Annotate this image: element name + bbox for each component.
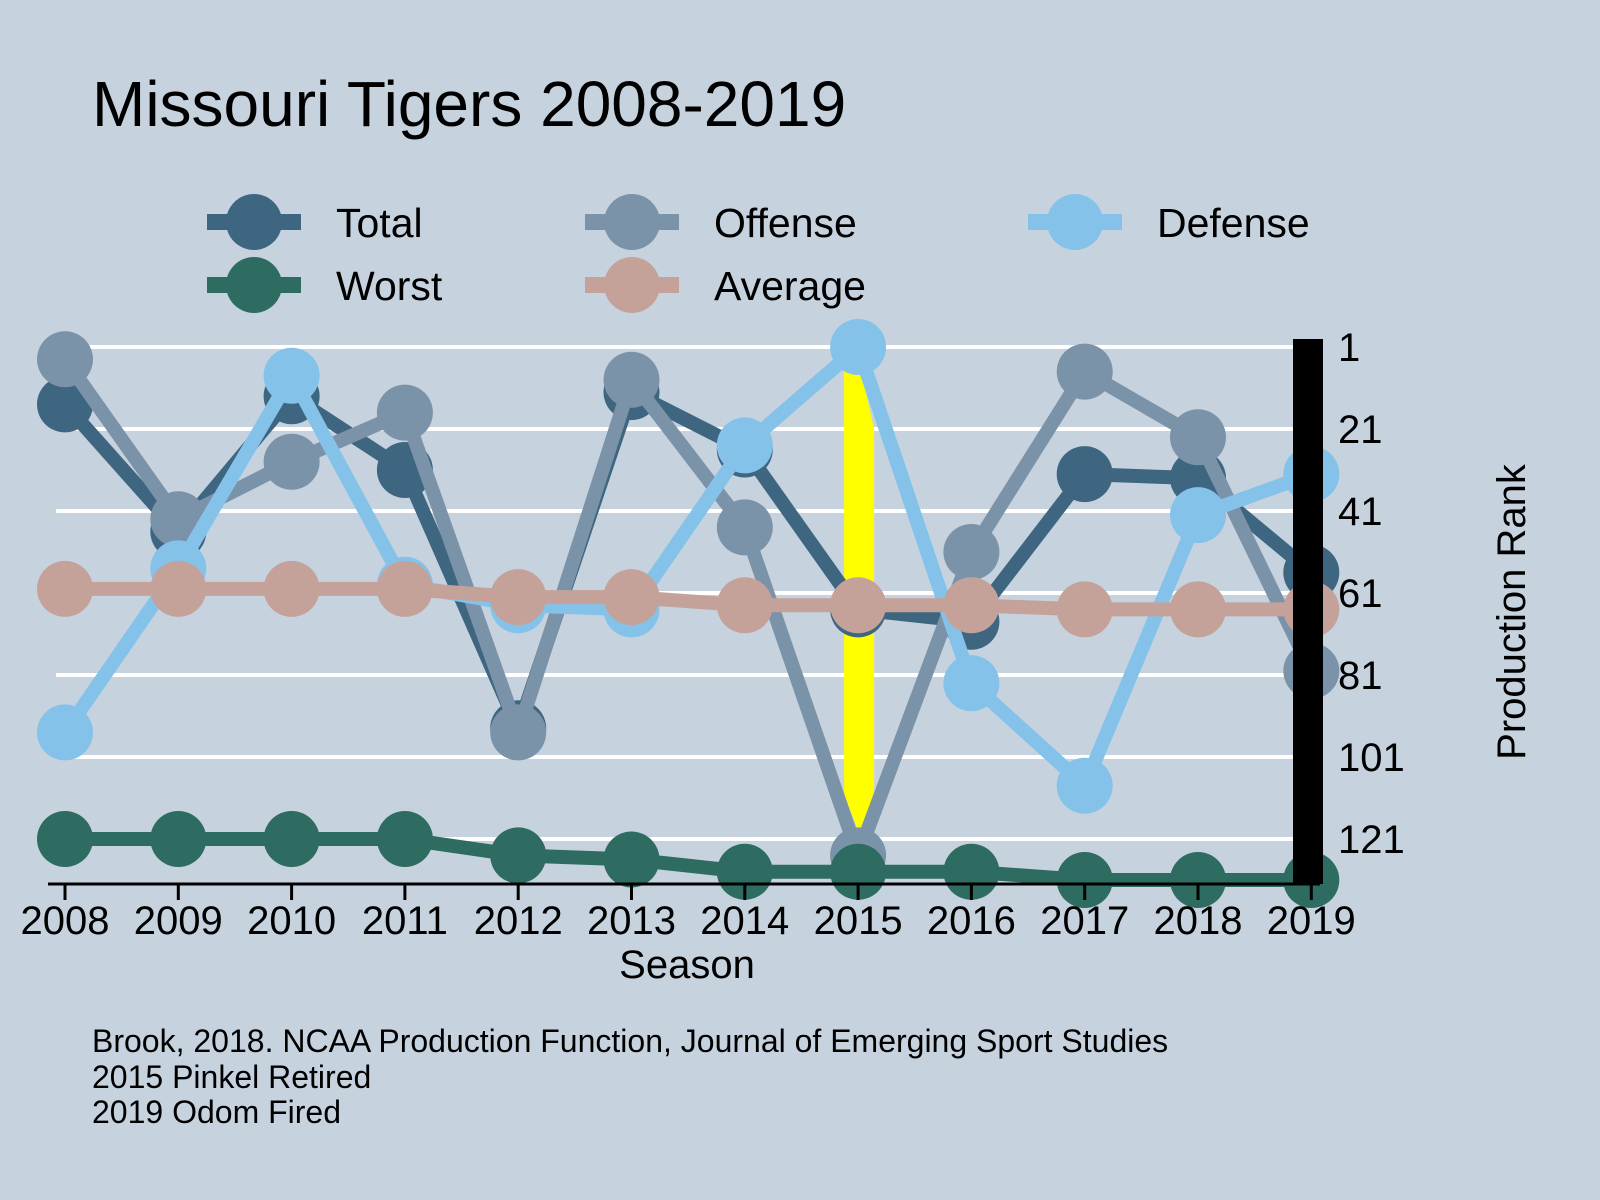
- series-worst: [37, 811, 1340, 908]
- y-tick-label: 101: [1338, 736, 1405, 780]
- legend-swatch-marker-worst: [226, 257, 282, 313]
- point-average-2008: [37, 560, 93, 617]
- series-average: [37, 560, 1340, 638]
- legend-label-total: Total: [336, 200, 423, 246]
- point-average-2011: [376, 560, 433, 617]
- point-average-2012: [490, 569, 547, 626]
- point-defense-2017: [1056, 757, 1113, 814]
- point-worst-2011: [376, 811, 433, 867]
- point-average-2017: [1056, 581, 1113, 638]
- point-defense-2014: [716, 417, 773, 474]
- point-offense-2016: [943, 524, 1000, 580]
- point-worst-2017: [1056, 852, 1113, 908]
- x-tick-label: 2009: [134, 899, 223, 943]
- point-offense-2013: [603, 351, 660, 408]
- x-tick-label: 2010: [247, 899, 336, 943]
- legend-swatch-marker-average: [604, 257, 660, 313]
- x-tick-label: 2008: [21, 899, 110, 943]
- point-worst-2009: [150, 811, 207, 867]
- series-total: [37, 364, 1340, 757]
- point-defense-2015: [830, 319, 887, 375]
- x-tick-label: 2011: [362, 899, 448, 943]
- x-tick-label: 2013: [587, 899, 676, 943]
- point-defense-2018: [1170, 487, 1226, 544]
- y-tick-label: 1: [1338, 326, 1360, 370]
- point-offense-2012: [490, 704, 547, 761]
- x-tick-label: 2012: [474, 899, 563, 943]
- point-offense-2017: [1056, 343, 1113, 400]
- y-tick-label: 81: [1338, 654, 1383, 698]
- point-defense-2010: [263, 347, 320, 404]
- x-tick-label: 2018: [1154, 899, 1243, 943]
- legend-label-worst: Worst: [336, 263, 443, 309]
- point-average-2014: [716, 577, 773, 634]
- legend-label-average: Average: [714, 263, 866, 309]
- point-average-2015: [830, 577, 887, 634]
- legend-item-total: Total: [207, 194, 423, 250]
- caption-note-2015: 2015 Pinkel Retired: [92, 1059, 371, 1095]
- legend: Total Offense Defense Worst Average: [207, 194, 1310, 313]
- legend-item-average: Average: [585, 257, 866, 313]
- point-defense-2016: [943, 655, 1000, 712]
- caption-note-2019: 2019 Odom Fired: [92, 1094, 341, 1130]
- legend-label-defense: Defense: [1157, 200, 1310, 246]
- series-line-defense: [59, 340, 1314, 793]
- x-tick-label: 2015: [814, 899, 903, 943]
- point-worst-2008: [37, 811, 93, 867]
- x-tick-label: 2016: [927, 899, 1016, 943]
- point-offense-2018: [1170, 409, 1226, 466]
- legend-item-defense: Defense: [1028, 194, 1310, 250]
- caption-citation: Brook, 2018. NCAA Production Function, J…: [92, 1023, 1168, 1059]
- legend-item-worst: Worst: [207, 257, 443, 313]
- series-layer: [37, 319, 1340, 908]
- point-worst-2012: [490, 827, 547, 884]
- point-average-2013: [603, 569, 660, 626]
- legend-item-offense: Offense: [585, 194, 857, 250]
- y-tick-label: 121: [1338, 818, 1405, 862]
- chart-title: Missouri Tigers 2008-2019: [92, 68, 846, 140]
- x-tick-label: 2019: [1267, 899, 1356, 943]
- point-worst-2015: [830, 843, 887, 900]
- point-average-2018: [1170, 581, 1226, 638]
- legend-swatch-marker-defense: [1047, 194, 1103, 250]
- y-tick-label: 41: [1338, 490, 1383, 534]
- y-axis-title: Production Rank: [1490, 463, 1534, 760]
- x-tick-label: 2017: [1040, 899, 1129, 943]
- legend-swatch-marker-offense: [604, 194, 660, 250]
- point-defense-2008: [37, 704, 93, 761]
- x-axis-title: Season: [619, 943, 755, 987]
- point-worst-2010: [263, 811, 320, 867]
- series-line-worst: [65, 832, 1312, 887]
- legend-label-offense: Offense: [714, 200, 857, 246]
- point-offense-2011: [376, 384, 433, 441]
- point-offense-2010: [263, 433, 320, 490]
- point-offense-2008: [37, 331, 93, 388]
- point-worst-2014: [716, 843, 773, 900]
- point-worst-2018: [1170, 852, 1226, 908]
- y-tick-label: 61: [1338, 572, 1383, 616]
- series-defense: [37, 319, 1340, 814]
- x-axis: 2008 2009 2010 2011 2012 2013 2014 2015 2016 2017…: [21, 882, 1356, 943]
- point-average-2016: [943, 577, 1000, 634]
- legend-swatch-marker-total: [226, 194, 282, 250]
- point-offense-2014: [716, 499, 773, 556]
- point-average-2010: [263, 560, 320, 617]
- point-worst-2013: [603, 831, 660, 888]
- point-total-2017: [1056, 446, 1113, 503]
- x-tick-label: 2014: [700, 899, 789, 943]
- y-tick-label: 21: [1338, 408, 1383, 452]
- point-average-2009: [150, 560, 207, 617]
- point-worst-2016: [943, 843, 1000, 900]
